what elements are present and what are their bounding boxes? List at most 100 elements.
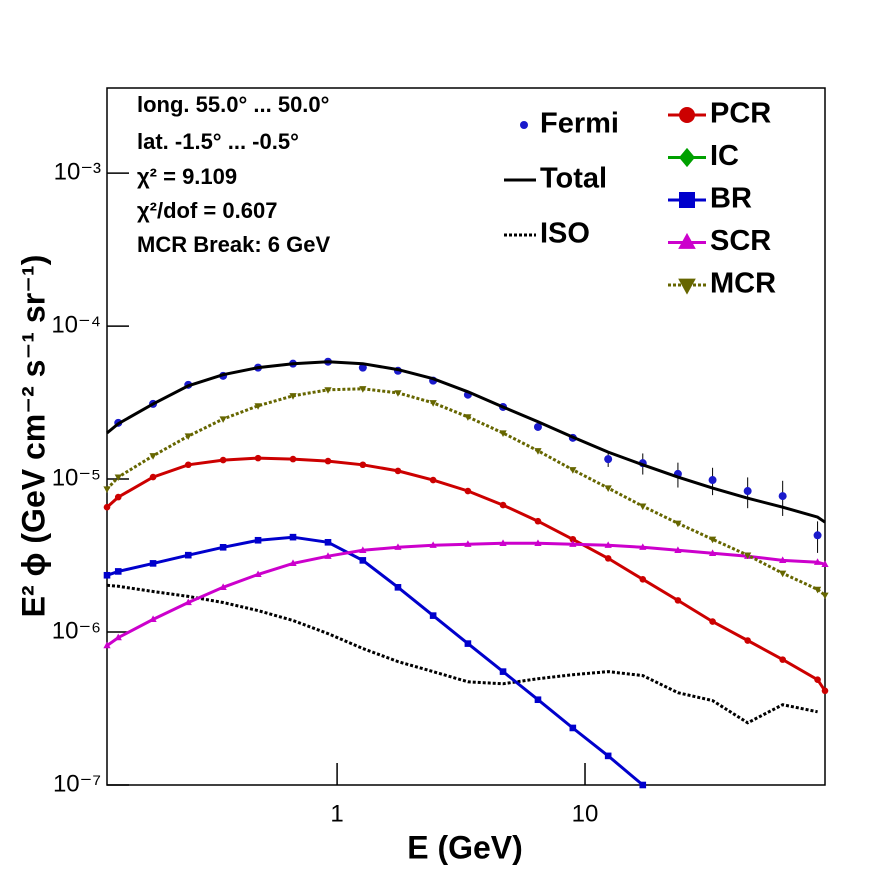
marker xyxy=(499,430,507,437)
series-line xyxy=(106,535,644,787)
legend-label: Fermi xyxy=(540,108,619,140)
marker xyxy=(708,549,717,556)
marker xyxy=(254,570,262,578)
marker xyxy=(289,455,297,463)
legend-label: ISO xyxy=(540,218,590,250)
marker xyxy=(499,668,507,675)
marker xyxy=(708,476,717,485)
annotation: long. 55.0° ... 50.0° xyxy=(137,92,329,117)
marker xyxy=(604,541,612,548)
marker xyxy=(744,637,751,644)
marker xyxy=(821,592,829,600)
marker xyxy=(778,492,787,501)
marker xyxy=(429,476,437,484)
marker xyxy=(814,676,821,683)
marker xyxy=(184,551,192,559)
marker xyxy=(149,453,157,460)
marker xyxy=(821,560,829,567)
y-tick-label: 10⁻⁴ xyxy=(51,311,101,338)
marker xyxy=(639,543,647,550)
marker xyxy=(184,433,192,441)
marker xyxy=(219,543,227,551)
marker xyxy=(254,536,262,544)
marker xyxy=(779,656,786,663)
series-line xyxy=(106,541,826,647)
legend-label: MCR xyxy=(710,268,776,300)
annotation: χ²/dof = 0.607 xyxy=(137,198,277,223)
marker xyxy=(429,612,437,619)
marker xyxy=(534,696,542,704)
plot-frame xyxy=(106,87,826,786)
marker xyxy=(639,576,647,583)
legend-label: BR xyxy=(710,183,752,215)
marker xyxy=(569,724,577,732)
marker xyxy=(324,552,332,559)
marker xyxy=(464,540,472,547)
marker xyxy=(324,387,332,394)
marker xyxy=(604,555,612,562)
marker xyxy=(149,560,157,567)
marker xyxy=(103,641,111,649)
marker xyxy=(289,393,297,400)
marker xyxy=(534,517,542,525)
marker xyxy=(639,781,647,789)
marker xyxy=(289,559,297,567)
marker xyxy=(743,487,752,496)
marker xyxy=(534,448,542,455)
legend-marker xyxy=(678,278,696,295)
marker xyxy=(324,457,332,465)
marker xyxy=(149,473,157,481)
marker xyxy=(674,546,682,553)
marker xyxy=(813,531,822,540)
marker xyxy=(219,583,227,590)
marker xyxy=(114,474,122,482)
marker xyxy=(359,546,367,553)
marker xyxy=(219,456,227,464)
marker xyxy=(569,467,577,474)
marker xyxy=(359,557,367,564)
marker xyxy=(219,416,227,423)
marker xyxy=(394,543,402,550)
legend-marker xyxy=(679,192,695,208)
marker xyxy=(394,390,402,397)
marker xyxy=(604,455,613,464)
marker xyxy=(813,558,822,565)
marker xyxy=(779,570,787,578)
legend-label: Total xyxy=(540,163,607,195)
marker xyxy=(254,454,262,462)
legend-marker xyxy=(678,232,696,249)
y-tick-label: 10⁻³ xyxy=(54,158,101,185)
x-tick-label: 10 xyxy=(572,800,599,827)
marker xyxy=(708,536,717,544)
marker xyxy=(394,467,402,475)
marker xyxy=(499,539,507,546)
marker xyxy=(709,618,716,625)
marker xyxy=(103,571,111,579)
marker xyxy=(674,520,682,528)
marker xyxy=(324,538,332,546)
marker xyxy=(114,633,122,641)
marker xyxy=(499,501,507,509)
marker xyxy=(533,422,542,431)
marker xyxy=(114,568,122,575)
x-tick-label: 1 xyxy=(330,800,343,827)
marker xyxy=(464,487,472,495)
y-tick-label: 10⁻⁷ xyxy=(53,770,101,797)
marker xyxy=(821,687,829,695)
x-axis-title: E (GeV) xyxy=(407,829,523,865)
marker xyxy=(569,535,577,543)
annotation: χ² = 9.109 xyxy=(137,164,237,189)
marker xyxy=(604,485,612,493)
marker xyxy=(674,597,682,604)
legend-label: PCR xyxy=(710,98,771,130)
marker xyxy=(289,533,297,541)
y-tick-label: 10⁻⁶ xyxy=(52,617,101,644)
series-line xyxy=(106,583,818,725)
series-line xyxy=(105,387,826,597)
annotation: MCR Break: 6 GeV xyxy=(137,232,331,257)
marker xyxy=(464,640,472,647)
marker xyxy=(358,363,367,372)
marker xyxy=(813,586,822,594)
marker xyxy=(429,541,437,548)
marker xyxy=(359,461,367,469)
